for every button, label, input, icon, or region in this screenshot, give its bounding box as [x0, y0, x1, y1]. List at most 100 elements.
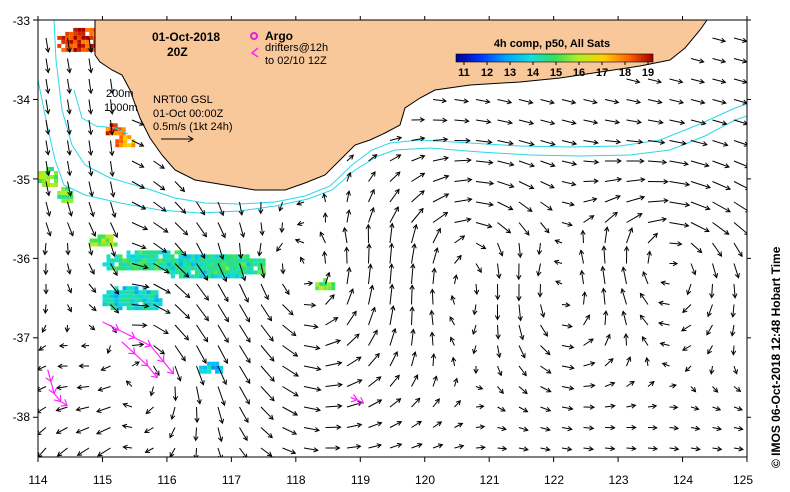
sst-pixel	[126, 254, 131, 259]
vector-head	[415, 397, 421, 403]
current-vector	[647, 159, 668, 165]
current-vector	[196, 345, 207, 365]
vector-shaft	[110, 78, 113, 94]
vector-head	[737, 406, 743, 411]
vector-shaft	[303, 406, 321, 411]
current-vector	[472, 304, 478, 316]
sst-pixel	[249, 270, 254, 275]
vector-shaft	[67, 181, 72, 196]
current-vector	[389, 135, 403, 142]
sst-pixel	[213, 266, 218, 271]
vector-shaft	[260, 386, 275, 402]
argo-marker-icon	[250, 32, 258, 40]
vector-head	[288, 310, 294, 316]
vector-shaft	[346, 445, 361, 449]
vector-shaft	[282, 447, 296, 454]
vector-shaft	[411, 443, 422, 449]
current-vector	[658, 300, 670, 306]
current-vector	[518, 426, 529, 432]
sst-pixel	[61, 35, 66, 40]
current-vector	[712, 160, 730, 169]
sst-pixel	[198, 270, 203, 275]
vector-head	[159, 164, 165, 169]
current-vector	[540, 99, 555, 105]
current-vector	[282, 304, 294, 316]
current-vector	[239, 345, 251, 364]
vector-head	[593, 178, 599, 184]
vector-shaft	[346, 379, 362, 387]
vector-head	[333, 317, 339, 322]
current-vector	[600, 265, 606, 285]
sst-pixel	[126, 298, 131, 303]
vector-head	[623, 332, 629, 339]
vector-shaft	[497, 447, 507, 450]
vector-head	[66, 129, 72, 136]
vector-head	[555, 280, 561, 286]
vector-shaft	[540, 160, 555, 167]
vector-shaft	[431, 310, 434, 326]
current-vector	[174, 242, 187, 257]
vector-shaft	[196, 304, 209, 321]
vector-shaft	[217, 283, 229, 302]
vector-head	[202, 232, 207, 238]
vector-head	[661, 362, 668, 368]
vector-head	[604, 226, 610, 232]
vector-head	[279, 227, 285, 234]
current-vector	[88, 160, 94, 177]
vector-shaft	[88, 181, 93, 197]
vector-shaft	[346, 333, 360, 346]
vector-shaft	[368, 244, 370, 264]
vector-head	[38, 365, 43, 371]
vector-head	[545, 406, 552, 412]
vector-shaft	[303, 386, 321, 391]
current-vector	[518, 324, 525, 341]
vector-head	[540, 312, 546, 318]
drifter-track	[121, 341, 158, 378]
current-vector	[497, 386, 504, 395]
current-vector	[131, 242, 147, 250]
vector-shaft	[411, 243, 416, 264]
current-vector	[238, 201, 244, 216]
vector-head	[91, 287, 97, 294]
sst-pixel	[158, 302, 163, 307]
vector-head	[45, 68, 51, 74]
vector-shaft	[196, 345, 207, 364]
vector-shaft	[45, 37, 49, 53]
sst-pixel	[213, 270, 218, 275]
vector-head	[553, 259, 560, 265]
current-vector	[303, 406, 322, 413]
current-vector	[583, 338, 594, 346]
current-vector	[647, 139, 666, 145]
sst-pixel	[194, 254, 199, 259]
vector-shaft	[153, 283, 171, 294]
current-vector	[561, 405, 574, 411]
vector-head	[516, 296, 522, 302]
vector-head	[245, 337, 251, 343]
vector-head	[223, 296, 229, 303]
current-vector	[67, 283, 73, 294]
vector-shaft	[260, 427, 273, 438]
vector-shaft	[145, 406, 154, 414]
vector-head	[42, 308, 49, 315]
sst-pixel	[166, 262, 171, 267]
current-vector	[429, 309, 435, 326]
vector-head	[91, 306, 97, 312]
vector-head	[610, 403, 616, 409]
current-vector	[496, 263, 502, 280]
sst-pixel	[130, 290, 135, 295]
vector-head	[681, 326, 687, 332]
current-vector	[733, 263, 740, 279]
vector-shaft	[110, 242, 115, 257]
vector-shaft	[389, 374, 400, 387]
current-vector	[368, 352, 380, 367]
sst-pixel	[102, 302, 107, 307]
vector-shaft	[540, 222, 550, 234]
vector-shaft	[196, 386, 201, 404]
current-vector	[75, 427, 90, 434]
current-vector	[153, 263, 170, 274]
vector-head	[725, 185, 732, 191]
vector-shaft	[647, 405, 657, 408]
current-vector	[518, 140, 535, 147]
sst-pixel	[122, 298, 127, 303]
vector-head	[449, 336, 455, 342]
